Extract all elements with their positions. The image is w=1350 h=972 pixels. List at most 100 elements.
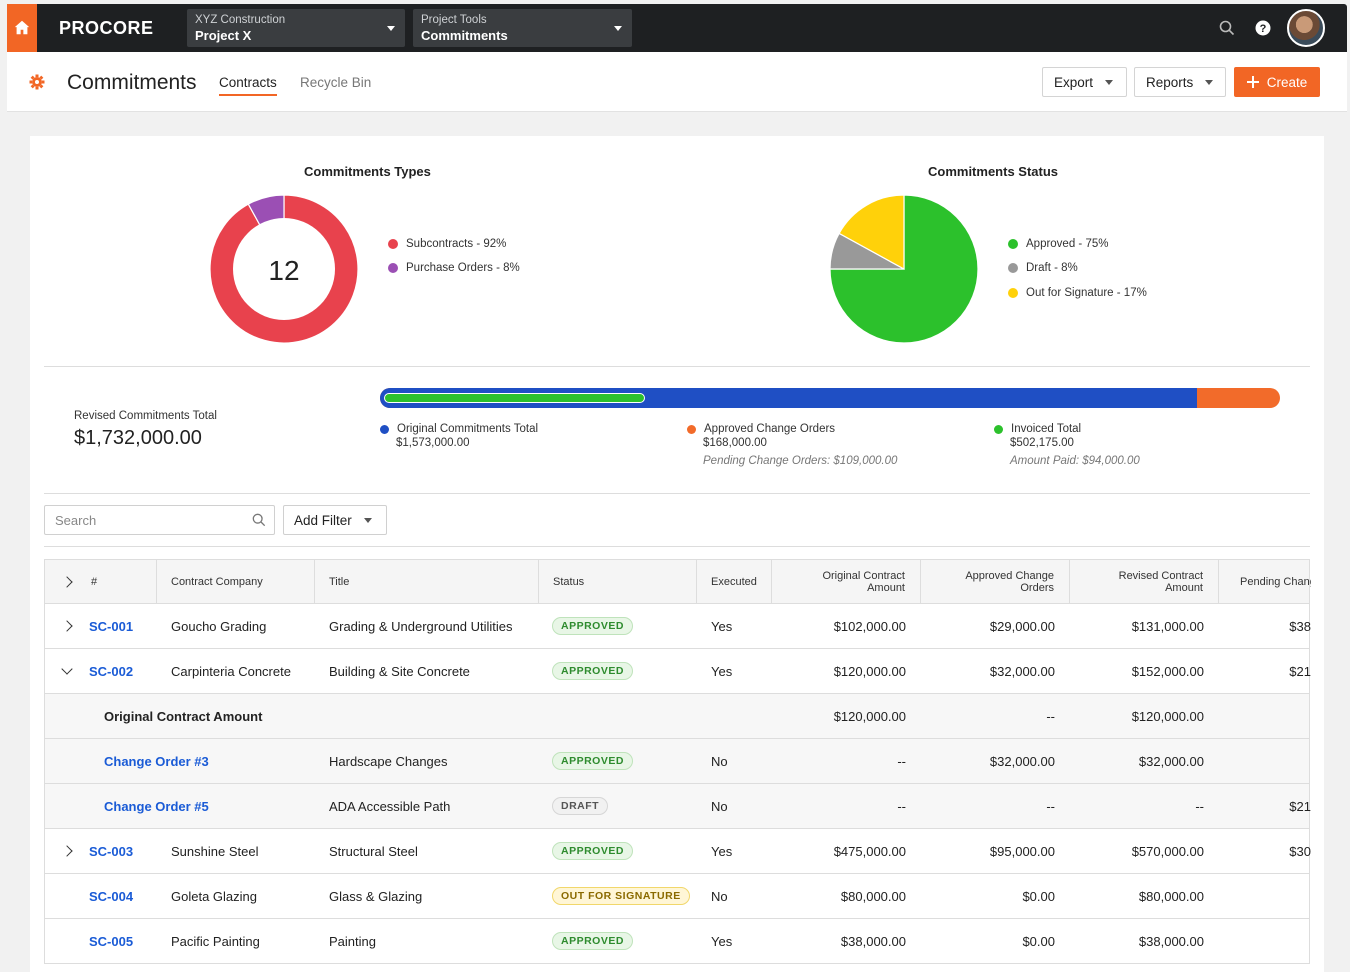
legend-label: Purchase Orders - 8% bbox=[406, 262, 520, 274]
search-input[interactable] bbox=[55, 513, 235, 528]
revised-amount: $80,000.00 bbox=[1138, 888, 1204, 904]
plus-icon bbox=[1246, 76, 1259, 88]
revised-amount: $120,000.00 bbox=[1131, 708, 1204, 724]
company-name: XYZ Construction bbox=[195, 14, 286, 26]
user-avatar[interactable] bbox=[1287, 9, 1325, 47]
table-row: SC-004 Goleta Glazing Glass & Glazing OU… bbox=[45, 874, 1309, 919]
original-amount: $475,000.00 bbox=[833, 843, 906, 859]
collapse-row-toggle[interactable] bbox=[61, 649, 73, 693]
commitments-count: 12 bbox=[268, 255, 299, 286]
project-tools-selector[interactable]: Project Tools Commitments bbox=[413, 9, 632, 47]
expand-all-toggle[interactable] bbox=[61, 575, 73, 588]
status-badge: APPROVED bbox=[552, 932, 633, 950]
contract-number-link[interactable]: SC-004 bbox=[89, 888, 134, 904]
contract-number-link[interactable]: SC-003 bbox=[89, 843, 134, 859]
original-amount: $102,000.00 bbox=[833, 618, 906, 634]
original-amount: $120,000.00 bbox=[833, 663, 906, 679]
divider bbox=[44, 493, 1310, 494]
header-title[interactable]: Title bbox=[315, 560, 539, 603]
contract-title: Grading & Underground Utilities bbox=[329, 618, 513, 634]
header-pending-change-orders[interactable]: Pending Chang bbox=[1240, 575, 1311, 588]
header-executed[interactable]: Executed bbox=[697, 560, 772, 603]
chevron-down-icon bbox=[614, 26, 622, 31]
chevron-down-icon bbox=[61, 663, 73, 675]
chevron-right-icon bbox=[61, 845, 73, 857]
gear-icon bbox=[29, 74, 45, 95]
divider bbox=[44, 546, 1310, 547]
change-order-link[interactable]: Change Order #5 bbox=[104, 798, 209, 814]
status-cell: APPROVED bbox=[552, 739, 633, 783]
top-navigation-bar: PROCORE XYZ Construction Project X Proje… bbox=[7, 4, 1347, 52]
table-row: SC-005 Pacific Painting Painting APPROVE… bbox=[45, 919, 1309, 964]
page-header: Commitments Contracts Recycle Bin Export… bbox=[7, 52, 1347, 112]
header-contract-company[interactable]: Contract Company bbox=[157, 560, 315, 603]
table-row: SC-001 Goucho Grading Grading & Undergro… bbox=[45, 604, 1311, 649]
contract-number-link[interactable]: SC-001 bbox=[89, 618, 134, 634]
header-original-amount[interactable]: Original Contract Amount bbox=[772, 560, 921, 603]
status-badge: APPROVED bbox=[552, 752, 633, 770]
header-status[interactable]: Status bbox=[539, 560, 697, 603]
legend-label: Subcontracts - 92% bbox=[406, 238, 507, 250]
approved-change-orders-stat: Approved Change Orders $168,000.00 Pendi… bbox=[687, 423, 897, 467]
status-badge: DRAFT bbox=[552, 797, 609, 815]
expand-row-toggle[interactable] bbox=[61, 829, 73, 873]
contract-company: Goleta Glazing bbox=[171, 888, 257, 904]
header-number[interactable]: # bbox=[91, 575, 98, 588]
search-icon[interactable] bbox=[252, 513, 266, 532]
change-order-link[interactable]: Change Order #3 bbox=[104, 753, 209, 769]
header-line: Revised Contract bbox=[1118, 569, 1203, 582]
change-orders-value: $168,000.00 bbox=[703, 437, 767, 449]
table-row: SC-002 Carpinteria Concrete Building & S… bbox=[45, 649, 1311, 694]
contract-number-link[interactable]: SC-005 bbox=[89, 933, 134, 949]
revised-amount: $570,000.00 bbox=[1131, 843, 1204, 859]
original-total-label: Original Commitments Total bbox=[397, 423, 539, 435]
original-amount: $80,000.00 bbox=[840, 888, 906, 904]
expand-row-toggle[interactable] bbox=[61, 604, 73, 648]
header-line: Orders bbox=[1020, 581, 1054, 594]
approved-change-orders: -- bbox=[1046, 798, 1055, 814]
header-expand-cell: # bbox=[45, 560, 157, 603]
status-cell: APPROVED bbox=[552, 604, 633, 648]
home-button[interactable] bbox=[7, 4, 37, 52]
executed-value: Yes bbox=[711, 843, 733, 859]
legend-dot bbox=[1008, 263, 1018, 273]
revised-amount: $38,000.00 bbox=[1138, 933, 1204, 949]
pending-change-orders: $38 bbox=[1289, 618, 1311, 634]
reports-button[interactable]: Reports bbox=[1134, 67, 1226, 97]
add-filter-button[interactable]: Add Filter bbox=[283, 505, 387, 535]
approved-change-orders: $29,000.00 bbox=[989, 618, 1055, 634]
out-for-signature-slice[interactable] bbox=[838, 194, 905, 271]
svg-text:?: ? bbox=[1260, 23, 1267, 35]
approved-slice[interactable] bbox=[829, 194, 979, 344]
approved-change-orders: $95,000.00 bbox=[989, 843, 1055, 859]
change-order-title: Hardscape Changes bbox=[329, 753, 448, 769]
header-line: Amount bbox=[867, 581, 905, 594]
procore-logo[interactable]: PROCORE bbox=[59, 18, 154, 38]
status-cell: APPROVED bbox=[552, 829, 633, 873]
status-cell: OUT FOR SIGNATURE bbox=[552, 874, 690, 918]
tab-recycle-bin[interactable]: Recycle Bin bbox=[300, 75, 372, 90]
create-button[interactable]: Create bbox=[1234, 67, 1320, 97]
header-approved-change-orders[interactable]: Approved Change Orders bbox=[921, 560, 1070, 603]
search-icon[interactable] bbox=[1217, 18, 1237, 38]
tab-contracts[interactable]: Contracts bbox=[219, 75, 277, 96]
change-order-title: ADA Accessible Path bbox=[329, 798, 451, 814]
original-amount: $120,000.00 bbox=[833, 708, 906, 724]
export-label: Export bbox=[1054, 74, 1094, 90]
commitments-dashboard-card: Commitments Types 12 Subcontracts - 92% … bbox=[30, 136, 1324, 972]
status-badge: APPROVED bbox=[552, 662, 633, 680]
revised-amount: $152,000.00 bbox=[1131, 663, 1204, 679]
export-button[interactable]: Export bbox=[1042, 67, 1127, 97]
status-chart-title: Commitments Status bbox=[928, 164, 1059, 179]
invoiced-total-label: Invoiced Total bbox=[1011, 423, 1082, 435]
contract-company: Carpinteria Concrete bbox=[171, 663, 291, 679]
header-revised-amount[interactable]: Revised Contract Amount bbox=[1070, 560, 1219, 603]
commitments-progress-bar bbox=[380, 388, 1280, 408]
legend-subcontracts: Subcontracts - 92% bbox=[388, 238, 506, 250]
legend-dot bbox=[380, 424, 389, 434]
help-icon[interactable]: ? bbox=[1253, 18, 1273, 38]
contract-number-link[interactable]: SC-002 bbox=[89, 663, 134, 679]
page-title: Commitments bbox=[67, 71, 197, 94]
change-orders-label: Approved Change Orders bbox=[704, 423, 836, 435]
company-project-selector[interactable]: XYZ Construction Project X bbox=[187, 9, 405, 47]
